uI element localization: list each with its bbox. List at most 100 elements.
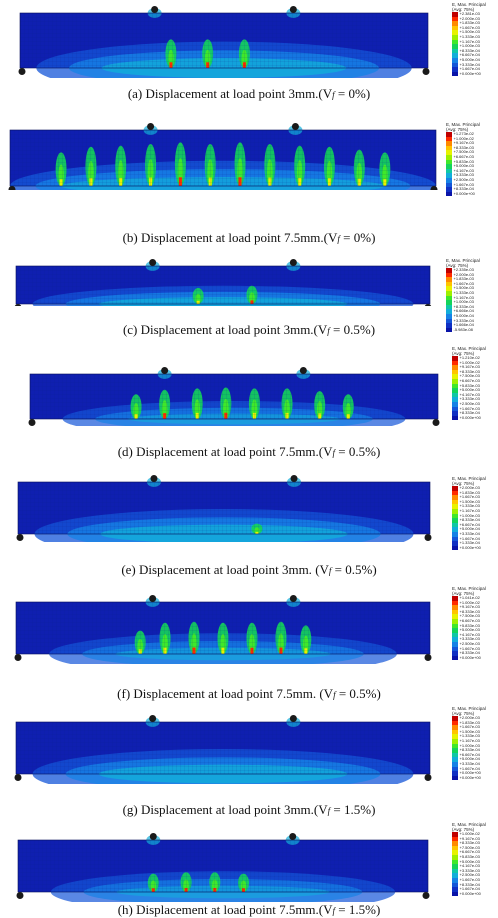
legend-entry: +5.833e-03 <box>452 854 486 860</box>
legend-swatch <box>452 836 458 842</box>
strain-legend: E, Max. Principal (Avg: 75%) +2.000e-03 +1.… <box>452 476 486 551</box>
figure-panel-e: E, Max. Principal (Avg: 75%) +2.000e-03 +1.… <box>0 472 498 584</box>
legend-entry: +1.000e-02 <box>452 831 486 837</box>
legend-value: +6.667e-03 <box>459 377 480 383</box>
legend-swatch <box>452 637 458 642</box>
legend-entry: +5.833e-03 <box>452 383 486 389</box>
fe-mesh <box>16 602 430 654</box>
legend-entry: +6.667e-03 <box>452 377 486 384</box>
legend-swatch <box>452 411 458 416</box>
legend-entry: +1.666e-04 <box>446 323 480 328</box>
figure-panel-b: E, Max. Principal (Avg: 75%) +1.273e-02 +1.… <box>0 118 498 254</box>
legend-swatch <box>452 62 458 68</box>
legend-entry: +2.000e-03 <box>452 485 486 491</box>
legend-entry: +5.000e-03 <box>446 164 480 169</box>
legend-entry: +1.000e-02 <box>446 136 480 142</box>
legend-swatch <box>452 766 458 772</box>
support-point <box>14 304 22 306</box>
load-point <box>299 367 307 374</box>
legend-entry: +5.000e-03 <box>452 628 486 633</box>
legend-value: +0.000e+00 <box>459 774 481 780</box>
legend-entry: +8.333e-04 <box>452 48 486 54</box>
legend-title: E, Max. Principal <box>446 122 480 127</box>
legend-title: (Avg: 75%) <box>452 351 475 356</box>
legend-swatch <box>452 360 458 366</box>
legend-value: +4.167e-03 <box>459 631 480 637</box>
legend-value: +2.000e-03 <box>459 15 480 21</box>
figure-caption: (a) Displacement at load point 3mm.(Vf =… <box>127 86 371 101</box>
fe-mesh <box>16 266 430 304</box>
legend-entry: +8.333e-03 <box>452 609 486 615</box>
legend-title: (Avg: 75%) <box>446 263 469 268</box>
legend-entry: +8.333e-03 <box>452 369 486 375</box>
legend-title: E, Max. Principal <box>452 476 486 481</box>
legend-swatch <box>446 159 452 165</box>
legend-swatch <box>446 290 452 296</box>
legend-entry: +1.833e-03 <box>452 720 486 726</box>
legend-entry: +6.667e-03 <box>446 154 480 160</box>
legend-swatch <box>452 397 458 402</box>
legend-entry: +1.000e-03 <box>452 44 486 49</box>
legend-value: +8.333e-03 <box>453 144 474 150</box>
legend-entry: +1.500e-03 <box>452 30 486 35</box>
load-point <box>151 6 159 13</box>
legend-entry: +0.000e+00 <box>452 70 486 77</box>
legend-swatch <box>452 415 458 421</box>
legend-title: (Avg: 75%) <box>446 127 469 132</box>
legend-value: +5.000e-03 <box>459 387 480 393</box>
legend-title: E, Max. Principal <box>452 2 486 7</box>
legend-value: +2.381e-03 <box>459 11 480 16</box>
legend-value: +7.500e-03 <box>459 373 480 379</box>
legend-value: +5.000e-04 <box>459 756 480 762</box>
legend-swatch <box>446 141 452 146</box>
legend-swatch <box>446 268 452 273</box>
legend-value: +1.667e-04 <box>459 66 480 72</box>
legend-value: +1.667e-03 <box>453 280 474 286</box>
legend-swatch <box>452 877 458 883</box>
legend-swatch <box>452 632 458 638</box>
legend-entry: +6.667e-04 <box>452 522 486 528</box>
figure-caption: (g) Displacement at load point 3mm.(Vf =… <box>122 802 376 817</box>
legend-swatch <box>452 495 458 500</box>
legend-entry: +1.667e-04 <box>452 536 486 542</box>
legend-swatch <box>452 873 458 878</box>
legend-value: +1.210e-02 <box>459 355 480 360</box>
legend-value: +1.500e-03 <box>459 29 480 35</box>
legend-swatch <box>446 277 452 282</box>
legend-swatch <box>452 854 458 860</box>
legend-value: +5.000e-03 <box>453 163 474 169</box>
support-point <box>14 654 22 661</box>
legend-swatch <box>452 614 458 619</box>
legend-value: +8.333e-04 <box>459 747 480 753</box>
legend-value: +9.167e-03 <box>459 604 480 610</box>
legend-swatch <box>452 609 458 615</box>
legend-entry: +6.667e-03 <box>452 850 486 855</box>
legend-swatch <box>452 374 458 379</box>
legend-value: +1.667e-03 <box>459 24 480 30</box>
legend-entry: +8.333e-04 <box>446 187 480 192</box>
legend-value: +1.833e-03 <box>459 489 480 495</box>
legend-value: +1.000e-02 <box>459 599 480 605</box>
legend-value: +8.333e-04 <box>453 303 474 309</box>
legend-swatch <box>452 641 458 647</box>
legend-value: +1.667e-04 <box>459 765 480 771</box>
support-point <box>432 419 440 426</box>
strain-legend: E, Max. Principal (Avg: 75%) +1.210e-02 +1.… <box>452 346 486 421</box>
strain-legend: E, Max. Principal (Avg: 75%) +2.000e-03 +1.… <box>452 706 486 781</box>
legend-value: +0.000e+00 <box>459 70 481 76</box>
strain-legend: E, Max. Principal (Avg: 75%) +2.381e-03 +2.… <box>452 2 486 77</box>
legend-entry: +8.333e-04 <box>452 882 486 888</box>
legend-value: +3.333e-04 <box>459 760 480 766</box>
legend-entry: +6.667e-03 <box>452 618 486 624</box>
legend-swatch <box>452 25 458 31</box>
legend-swatch <box>452 850 458 855</box>
legend-entry: +8.333e-04 <box>446 303 480 310</box>
legend-value: +1.167e-03 <box>453 294 474 300</box>
load-point <box>147 123 155 130</box>
legend-swatch <box>452 757 458 762</box>
legend-swatch <box>452 775 458 781</box>
legend-entry: +1.667e-04 <box>452 765 486 772</box>
legend-entry: +1.333e-03 <box>452 734 486 739</box>
legend-value: +3.333e-03 <box>453 172 474 178</box>
legend-swatch <box>446 187 452 192</box>
